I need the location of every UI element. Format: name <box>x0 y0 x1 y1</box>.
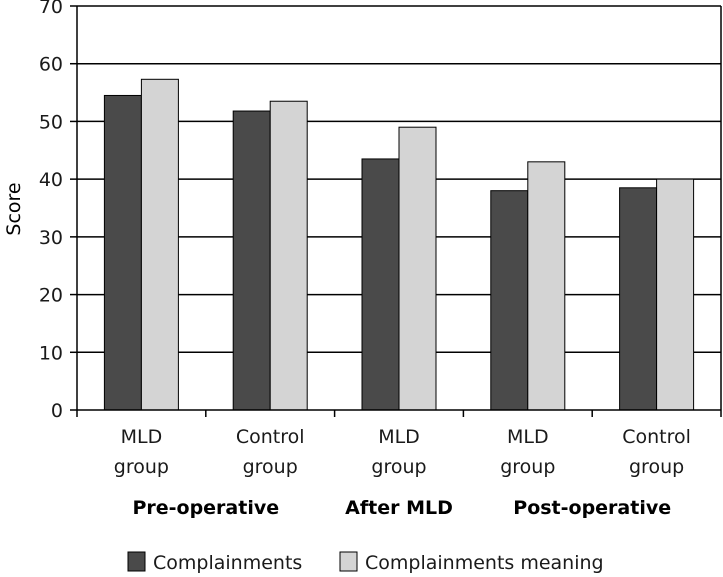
category-label: group <box>243 456 298 478</box>
category-label: Control <box>236 426 305 448</box>
legend-swatch <box>339 551 358 572</box>
bar-complainments-meaning <box>527 161 566 411</box>
y-tick-label: 0 <box>51 400 63 422</box>
bar-complainments <box>232 110 271 411</box>
bar-complainments-meaning <box>140 78 179 411</box>
category-label: group <box>500 456 555 478</box>
category-label: Control <box>622 426 691 448</box>
bars <box>103 78 695 411</box>
group-label: Pre-operative <box>132 497 279 519</box>
legend: Complainments Complainments meaning <box>127 551 604 574</box>
bar-complainments <box>361 158 400 411</box>
category-label: MLD <box>121 426 163 448</box>
category-label: MLD <box>507 426 549 448</box>
y-tick-label: 10 <box>39 342 63 364</box>
group-label: Post-operative <box>513 497 671 519</box>
category-label: group <box>114 456 169 478</box>
y-tick-label: 70 <box>39 0 63 18</box>
bar-complainments-meaning <box>398 126 437 411</box>
y-axis-title: Score <box>3 182 25 235</box>
axis-labels: 0 10 20 30 40 50 60 70 MLD group Control group MLD gr… <box>39 0 691 519</box>
legend-label: Complainments <box>153 552 302 574</box>
y-tick-label: 60 <box>39 54 63 76</box>
axes <box>70 5 722 417</box>
y-tick-label: 30 <box>39 227 63 249</box>
bar-complainments <box>619 187 658 411</box>
bar-complainments <box>103 94 142 411</box>
y-tick-label: 20 <box>39 285 63 307</box>
legend-label: Complainments meaning <box>365 552 604 574</box>
category-label: group <box>629 456 684 478</box>
y-tick-label: 40 <box>39 169 63 191</box>
category-label: group <box>371 456 426 478</box>
bar-complainments-meaning <box>656 178 695 411</box>
bar-complainments-meaning <box>269 100 308 411</box>
category-label: MLD <box>378 426 420 448</box>
legend-swatch <box>127 551 146 572</box>
y-tick-label: 50 <box>39 111 63 133</box>
bar-complainments <box>490 190 529 411</box>
group-label: After MLD <box>345 497 453 519</box>
